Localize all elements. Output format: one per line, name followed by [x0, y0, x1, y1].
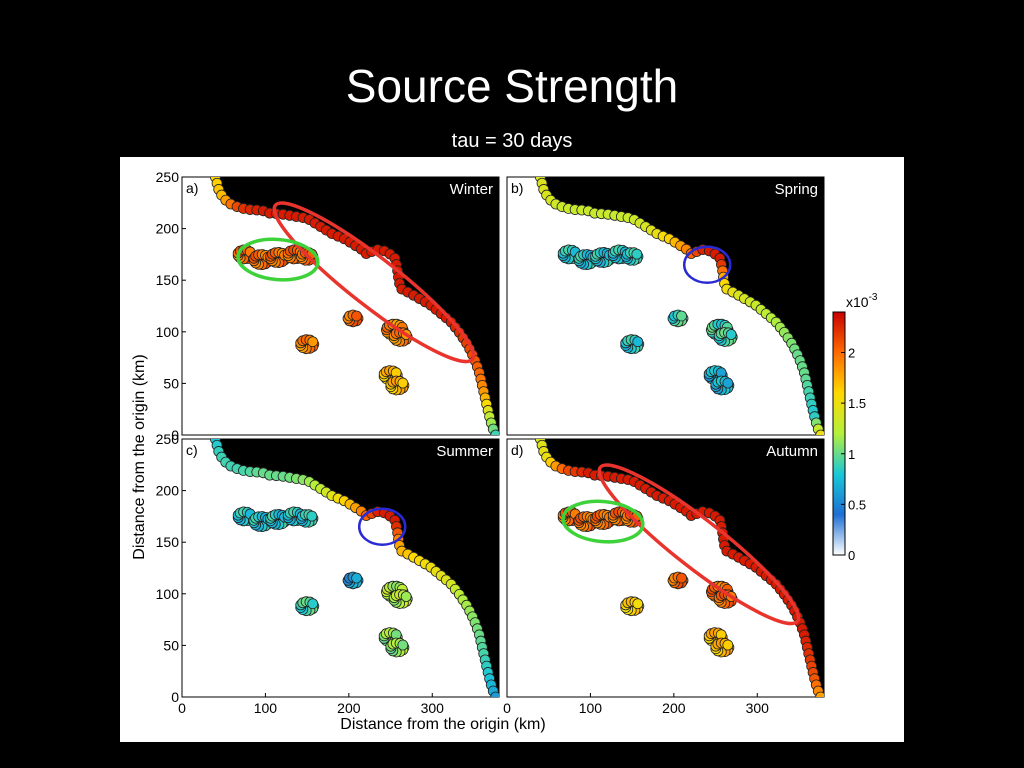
- panel-label: c): [186, 442, 198, 458]
- y-tick-label: 250: [156, 431, 180, 447]
- panel-spring: b) Spring: [506, 176, 825, 436]
- svg-text:x10-3: x10-3: [846, 292, 878, 310]
- island-point: [400, 591, 412, 602]
- panel-title: Spring: [775, 181, 818, 198]
- blue-highlight-ellipse: [357, 507, 407, 546]
- slide-title: Source Strength: [345, 60, 679, 112]
- x-tick-label: 300: [421, 700, 445, 716]
- panel-label: b): [511, 180, 523, 196]
- y-tick-label: 150: [156, 534, 180, 550]
- colorbar-gradient: [832, 311, 846, 556]
- land-mass: [540, 439, 824, 697]
- x-tick-label: 300: [746, 700, 770, 716]
- green-highlight-ellipse: [561, 499, 645, 544]
- y-tick-label: 0: [171, 689, 179, 705]
- x-tick-label: 100: [254, 700, 278, 716]
- red-highlight-ellipse: [272, 201, 476, 364]
- panel-summer: c) Summer 0 50 100 150 200 250 0 100 200 300: [156, 431, 500, 716]
- island-point: [306, 510, 318, 522]
- panel-label: a): [186, 180, 198, 196]
- x-axis-label: Distance from the origin (km): [340, 716, 545, 733]
- island-point: [397, 639, 409, 651]
- land-mass: [215, 439, 499, 697]
- land-mass: [215, 177, 499, 435]
- y-tick-label: 50: [163, 375, 179, 391]
- island-point: [722, 377, 734, 389]
- island-point: [631, 248, 643, 260]
- island-point: [307, 336, 319, 348]
- x-tick-label: 200: [662, 700, 686, 716]
- x-tick-label: 200: [337, 700, 361, 716]
- panel-title: Autumn: [766, 443, 818, 460]
- colorbar-exponent: -3: [869, 292, 878, 303]
- coastline-point: [490, 691, 499, 697]
- figure-panel: a) Winter 0 50 100 150 200 250 b) Spring c) Summer 0…: [120, 157, 904, 742]
- colorbar: x10-3 0 0.5 1 1.5 2: [832, 292, 878, 563]
- y-tick-label: 150: [156, 272, 180, 288]
- island-point: [307, 598, 319, 610]
- colorbar-tick-label: 0: [848, 548, 855, 563]
- colorbar-tick-label: 0.5: [848, 497, 866, 512]
- panel-winter: a) Winter 0 50 100 150 200 250: [156, 169, 500, 443]
- land-mass: [540, 177, 824, 435]
- x-tick-label: 0: [178, 700, 186, 716]
- colorbar-tick-label: 2: [848, 346, 855, 361]
- island-point: [351, 310, 362, 322]
- panel-autumn: d) Autumn 0 100 200 300: [503, 438, 825, 716]
- island-point: [676, 572, 687, 584]
- island-point: [351, 572, 362, 584]
- coastline-point: [490, 429, 499, 435]
- island-point: [632, 336, 644, 348]
- island-point: [725, 329, 737, 340]
- colorbar-exponent-base: x10: [846, 294, 869, 310]
- x-tick-label: 0: [503, 700, 511, 716]
- y-tick-label: 100: [156, 586, 180, 602]
- island-point: [722, 639, 734, 651]
- red-highlight-ellipse: [597, 463, 801, 626]
- panel-title: Winter: [450, 181, 493, 198]
- panel-title: Summer: [436, 443, 493, 460]
- y-axis-label: Distance from the origin (km): [131, 354, 148, 559]
- y-tick-label: 200: [156, 483, 180, 499]
- island-point: [397, 377, 409, 389]
- y-tick-label: 0: [171, 427, 179, 443]
- y-tick-label: 100: [156, 324, 180, 340]
- slide-subtitle: tau = 30 days: [451, 130, 573, 152]
- panel-label: d): [511, 442, 523, 458]
- blue-highlight-ellipse: [682, 245, 732, 284]
- coastline-point: [815, 691, 824, 697]
- y-tick-label: 200: [156, 221, 180, 237]
- colorbar-tick-label: 1: [848, 447, 855, 462]
- y-tick-label: 50: [163, 637, 179, 653]
- island-point: [676, 310, 687, 322]
- coastline-point: [815, 429, 824, 435]
- green-highlight-ellipse: [236, 237, 320, 282]
- y-tick-label: 250: [156, 169, 180, 185]
- colorbar-tick-label: 1.5: [848, 396, 866, 411]
- x-tick-label: 100: [579, 700, 603, 716]
- island-point: [632, 598, 644, 610]
